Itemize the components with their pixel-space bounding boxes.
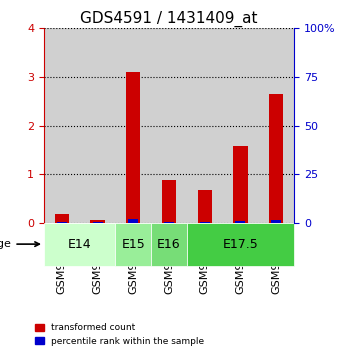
Bar [162,180,176,223]
Bar [258,28,294,223]
Bar [187,28,223,223]
Bar [115,28,151,223]
Bar [223,28,258,223]
Text: GSM936405: GSM936405 [128,227,138,294]
Bar [128,219,138,223]
Text: E14: E14 [68,238,92,251]
Text: GSM936402: GSM936402 [164,227,174,295]
FancyBboxPatch shape [115,223,151,266]
Legend: transformed count, percentile rank within the sample: transformed count, percentile rank withi… [31,320,208,349]
Text: GSM936401: GSM936401 [236,227,245,294]
Bar [271,220,281,223]
Bar [200,222,210,223]
Text: GSM936406: GSM936406 [271,227,281,294]
Bar [233,146,248,223]
Bar [80,28,115,223]
Title: GDS4591 / 1431409_at: GDS4591 / 1431409_at [80,11,258,27]
Text: E17.5: E17.5 [223,238,258,251]
Text: age: age [0,239,39,249]
FancyBboxPatch shape [44,223,115,266]
Bar [90,220,105,223]
FancyBboxPatch shape [187,223,294,266]
Bar [164,222,174,223]
Bar [55,214,69,223]
Bar [198,190,212,223]
Bar [269,94,283,223]
Bar [236,221,245,223]
Bar [126,72,140,223]
Text: GSM936400: GSM936400 [200,227,210,294]
Text: GSM936403: GSM936403 [57,227,67,294]
Bar [151,28,187,223]
Bar [44,28,80,223]
Text: E15: E15 [121,238,145,251]
Text: E16: E16 [157,238,181,251]
Text: GSM936404: GSM936404 [93,227,102,295]
FancyBboxPatch shape [151,223,187,266]
